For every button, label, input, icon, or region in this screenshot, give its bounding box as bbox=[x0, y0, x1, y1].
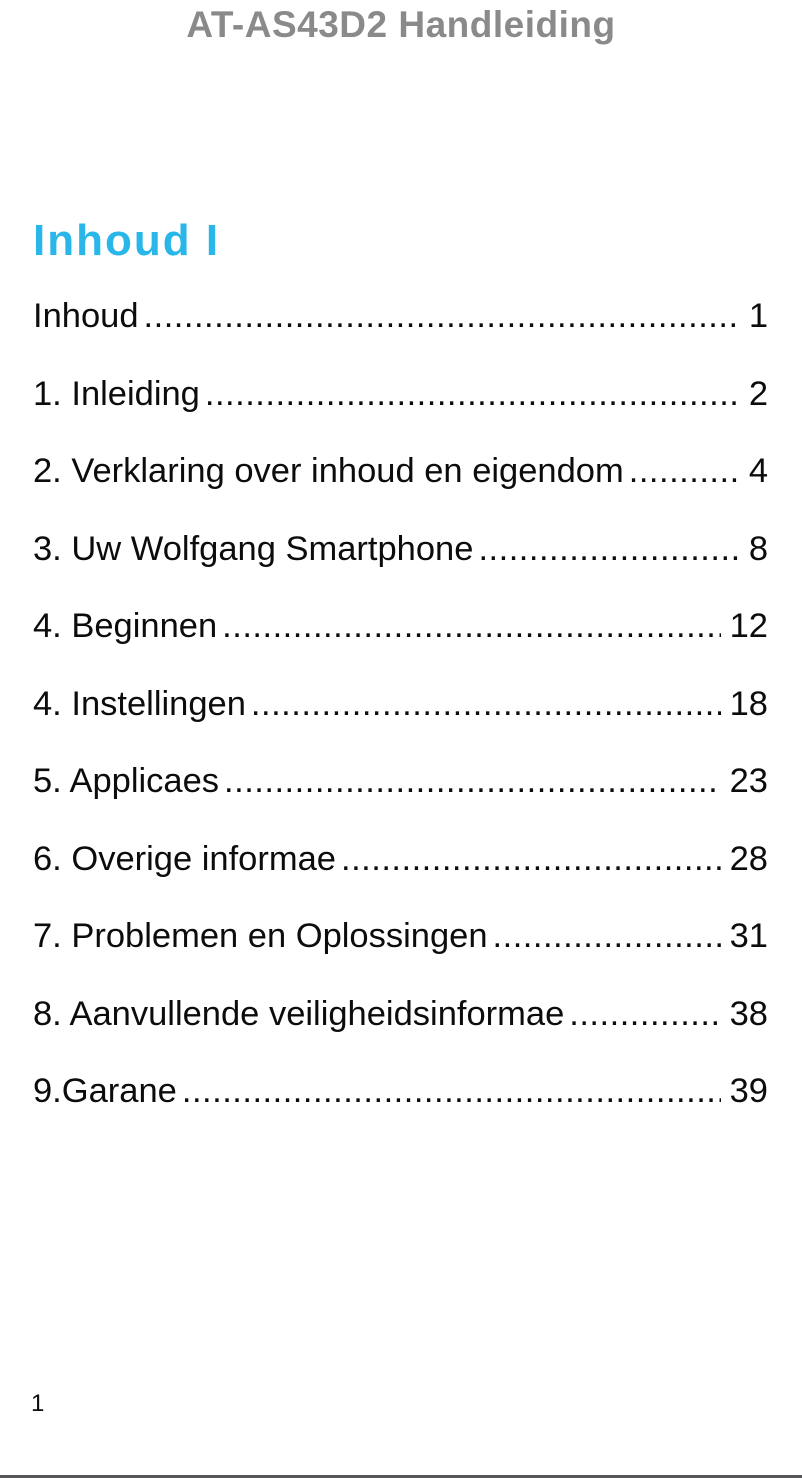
document-header-title: AT-AS43D2 Handleiding bbox=[186, 4, 616, 45]
dot-leader: ........................................… bbox=[143, 297, 740, 335]
toc-entry[interactable]: 6. Overige informae.....................… bbox=[33, 834, 768, 912]
toc-entry[interactable]: 8. Aanvullende veiligheidsinformae......… bbox=[33, 989, 768, 1067]
toc-entry-title: 5. Applicaes bbox=[33, 762, 220, 800]
toc-entry-title: Inhoud bbox=[33, 297, 139, 335]
toc-entry-title: 4. Instellingen bbox=[33, 684, 246, 723]
toc-entry-page: 4 bbox=[748, 452, 768, 490]
dot-leader: ........................................… bbox=[628, 452, 740, 490]
toc-entry-title: 9.Garane bbox=[33, 1072, 177, 1110]
toc-entry[interactable]: 4. Instellingen.........................… bbox=[33, 679, 768, 757]
toc-entry-page: 38 bbox=[729, 994, 768, 1033]
toc-entry-page: 12 bbox=[729, 607, 768, 645]
dot-leader: ........................................… bbox=[222, 607, 721, 645]
toc-entry-title: 3. Uw Wolfgang Smartphone bbox=[33, 529, 474, 568]
toc-entry-title: 7. Problemen en Oplossingen bbox=[33, 917, 488, 955]
toc-entry-title: 6. Overige informae bbox=[33, 839, 336, 878]
footer-page-number: 1 bbox=[31, 1390, 45, 1417]
toc-entry[interactable]: 2. Verklaring over inhoud en eigendom...… bbox=[33, 446, 768, 524]
toc-entry[interactable]: 3. Uw Wolfgang Smartphone...............… bbox=[33, 524, 768, 602]
dot-leader: ........................................… bbox=[224, 762, 721, 800]
toc-entry-page: 8 bbox=[748, 529, 768, 568]
dot-leader: ........................................… bbox=[204, 374, 740, 413]
toc-entry-title: 2. Verklaring over inhoud en eigendom bbox=[33, 452, 624, 490]
toc-entry[interactable]: 4. Beginnen.............................… bbox=[33, 601, 768, 679]
toc-entry-page: 31 bbox=[729, 917, 768, 955]
dot-leader: ........................................… bbox=[492, 917, 721, 955]
toc-entry[interactable]: 5. Applicaes............................… bbox=[33, 756, 768, 834]
dot-leader: ........................................… bbox=[250, 684, 721, 723]
toc-entry-page: 23 bbox=[729, 762, 768, 800]
toc-entry-page: 2 bbox=[748, 374, 768, 413]
dot-leader: ........................................… bbox=[340, 839, 721, 878]
bottom-rule bbox=[0, 1475, 802, 1478]
toc-heading: Inhoud I bbox=[33, 216, 221, 265]
toc-entry[interactable]: 7. Problemen en Oplossingen.............… bbox=[33, 911, 768, 989]
dot-leader: ........................................… bbox=[478, 529, 740, 568]
toc-entry-title: 4. Beginnen bbox=[33, 607, 218, 645]
toc-entry-page: 18 bbox=[729, 684, 768, 723]
dot-leader: ........................................… bbox=[181, 1072, 721, 1110]
toc-entry-page: 39 bbox=[729, 1072, 768, 1110]
toc-entry-page: 28 bbox=[729, 839, 768, 878]
toc-entry[interactable]: 1. Inleiding............................… bbox=[33, 369, 768, 447]
toc-entry[interactable]: Inhoud..................................… bbox=[33, 291, 768, 369]
dot-leader: ........................................… bbox=[569, 994, 721, 1033]
toc-list: Inhoud..................................… bbox=[33, 291, 768, 1144]
toc-entry-page: 1 bbox=[748, 297, 768, 335]
toc-entry[interactable]: 9.Garane................................… bbox=[33, 1066, 768, 1144]
toc-entry-title: 8. Aanvullende veiligheidsinformae bbox=[33, 994, 565, 1033]
toc-entry-title: 1. Inleiding bbox=[33, 374, 200, 413]
